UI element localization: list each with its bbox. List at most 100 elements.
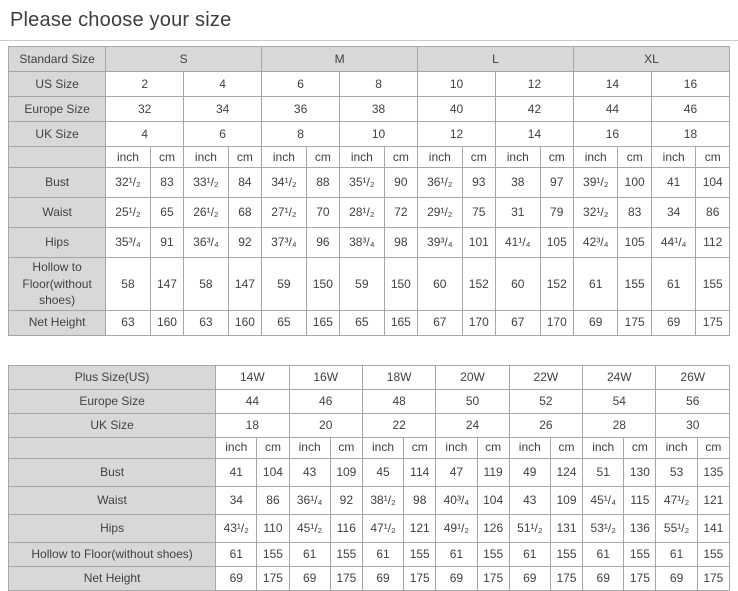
measure-cell: 105 (539, 227, 574, 258)
unit-header-row: inch cm inch cm inch cm inch cm inch cm inch cm inch… (7, 146, 730, 168)
size-group-header: XL (572, 46, 731, 72)
size-cell: 42 (494, 96, 574, 122)
measure-cell: 124 (549, 457, 584, 487)
size-row: UK Size 4 6 8 10 12 14 16 18 (7, 121, 731, 147)
size-group-header: 20W (435, 364, 510, 390)
measure-cell: 92 (227, 227, 263, 258)
measurement-row: Waist 25¹/₂ 65 26¹/₂ 68 27¹/₂ 70 28¹/₂ 72 29¹/₂ 75… (7, 197, 730, 228)
measure-cell: 40³/₄ (435, 485, 478, 515)
measure-cell: 51 (582, 457, 625, 487)
measure-cell: 42³/₄ (572, 227, 619, 258)
measure-cell: 28¹/₂ (339, 197, 385, 228)
measure-cell: 155 (696, 541, 731, 567)
size-group-header: 16W (288, 364, 363, 390)
measure-cell: 112 (695, 227, 730, 258)
measure-cell: 170 (539, 309, 574, 336)
measure-cell: 41¹/₄ (494, 227, 541, 258)
measure-cell: 147 (227, 257, 263, 311)
size-cell: 22 (361, 412, 437, 438)
size-cell: 46 (288, 388, 363, 414)
measure-cell: 67 (417, 309, 463, 336)
measure-cell: 104 (695, 167, 730, 198)
size-cell: 38 (339, 96, 419, 122)
size-cell: 54 (582, 388, 657, 414)
size-group-header: S (105, 46, 263, 72)
measure-cell: 175 (549, 565, 584, 591)
unit-header: inch (361, 436, 405, 459)
measure-cell: 49¹/₂ (435, 513, 478, 543)
size-row: UK Size 18 20 22 24 26 28 30 (7, 412, 730, 438)
measure-cell: 47¹/₂ (655, 485, 698, 515)
measure-cell: 105 (617, 227, 652, 258)
measure-cell: 110 (256, 513, 290, 543)
size-cell: 14 (572, 71, 652, 97)
measure-cell: 79 (539, 197, 574, 228)
measure-cell: 119 (476, 457, 510, 487)
size-cell: 48 (361, 388, 437, 414)
measure-cell: 38³/₄ (339, 227, 385, 258)
size-cell: 16 (650, 71, 731, 97)
measure-cell: 61 (572, 257, 619, 311)
unit-header: cm (383, 146, 419, 168)
unit-header: cm (149, 146, 185, 168)
measure-cell: 38¹/₂ (361, 485, 405, 515)
size-cell: 8 (339, 71, 419, 97)
measure-cell: 126 (476, 513, 510, 543)
size-group-header: 14W (215, 364, 290, 390)
measure-cell: 53 (655, 457, 698, 487)
measure-cell: 69 (655, 565, 698, 591)
measure-cell: 155 (695, 257, 730, 311)
size-cell: 44 (215, 388, 290, 414)
size-cell: 24 (435, 412, 510, 438)
size-cell: 40 (417, 96, 496, 122)
unit-header-row: inch cm inch cm inch cm inch cm inch cm inch cm inch… (7, 436, 731, 459)
size-cell: 12 (494, 71, 574, 97)
measure-cell: 65 (261, 309, 307, 336)
measure-cell: 38 (494, 167, 541, 198)
measure-cell: 155 (549, 541, 584, 567)
measure-cell: 69 (582, 565, 625, 591)
measure-cell: 152 (461, 257, 496, 311)
row-label: Waist (7, 485, 217, 515)
measure-cell: 92 (329, 485, 363, 515)
measure-cell: 32¹/₂ (105, 167, 151, 198)
row-label: UK Size (7, 121, 107, 147)
measure-cell: 69 (288, 565, 331, 591)
unit-header: cm (617, 146, 652, 168)
measure-cell: 69 (650, 309, 697, 336)
standard-size-table: Standard Size S M L XL US Size 2 4 6 8 10 12 14 16 Eur… (7, 46, 731, 336)
measure-cell: 96 (305, 227, 341, 258)
size-group-header-row: Plus Size(US) 14W 16W 18W 20W 22W 24W 26W (7, 364, 730, 390)
size-row: US Size 2 4 6 8 10 12 14 16 (7, 71, 731, 97)
measure-cell: 26¹/₂ (183, 197, 229, 228)
measure-cell: 175 (329, 565, 363, 591)
measure-cell: 121 (696, 485, 731, 515)
measure-cell: 53¹/₂ (582, 513, 625, 543)
measure-cell: 43 (288, 457, 331, 487)
measure-cell: 165 (383, 309, 419, 336)
row-label: Hips (7, 227, 107, 258)
measure-cell: 31 (494, 197, 541, 228)
measure-cell: 116 (329, 513, 363, 543)
size-row: Europe Size 32 34 36 38 40 42 44 46 (7, 96, 731, 122)
row-label-empty (7, 146, 107, 168)
measure-cell: 67 (494, 309, 541, 336)
size-cell: 14 (494, 121, 574, 147)
measure-cell: 60 (494, 257, 541, 311)
measure-cell: 109 (549, 485, 584, 515)
measure-cell: 43¹/₂ (215, 513, 258, 543)
measure-cell: 59 (339, 257, 385, 311)
measure-cell: 114 (403, 457, 437, 487)
unit-header: inch (105, 146, 151, 168)
measure-cell: 41 (215, 457, 258, 487)
unit-header: inch (261, 146, 307, 168)
size-group-header: 18W (361, 364, 437, 390)
measure-cell: 83 (149, 167, 185, 198)
unit-header: inch (288, 436, 331, 459)
size-cell: 8 (261, 121, 341, 147)
size-cell: 2 (105, 71, 185, 97)
unit-header: inch (655, 436, 698, 459)
size-cell: 26 (508, 412, 584, 438)
measure-cell: 36¹/₄ (288, 485, 331, 515)
measure-cell: 131 (549, 513, 584, 543)
